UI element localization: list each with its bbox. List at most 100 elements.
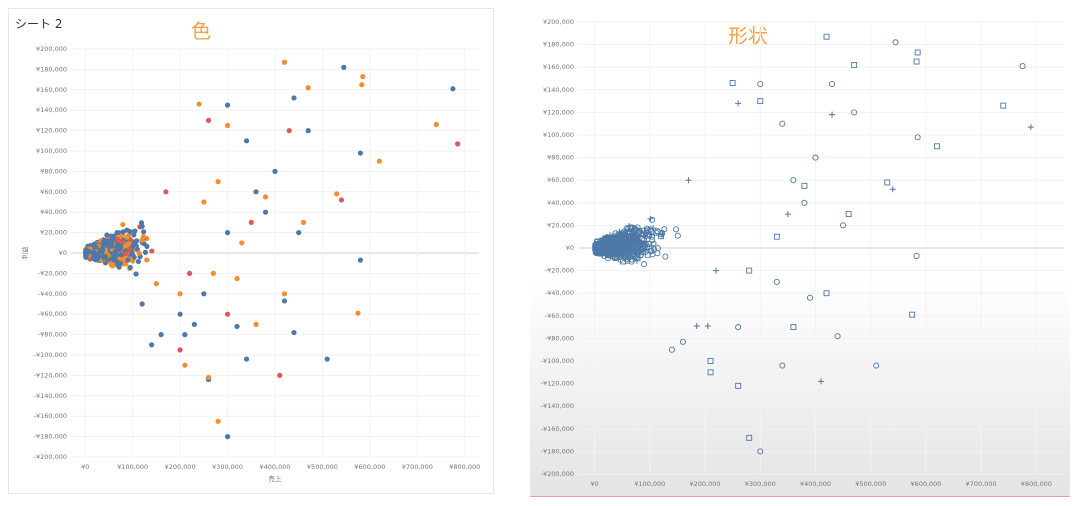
x-tick-label: ¥800,000 (449, 463, 480, 471)
data-point (253, 321, 259, 327)
shape-scatter-plot: ¥200,000 ¥180,000 ¥160,000 ¥140,000 ¥120,000… (541, 18, 1064, 488)
data-point-cross (685, 177, 692, 184)
y-tick-label: ¥160,000 (543, 63, 574, 71)
data-point (645, 232, 652, 239)
data-point (93, 244, 99, 250)
data-point (124, 234, 130, 240)
data-point (177, 311, 183, 317)
data-point (83, 252, 90, 259)
data-point-circle (668, 346, 675, 353)
data-point-cross (889, 186, 896, 193)
data-point-cross (713, 267, 720, 274)
data-point-cross (784, 211, 791, 218)
data-point (305, 85, 311, 91)
data-point-circle (914, 134, 921, 141)
y-tick-label: ¥200,000 (36, 45, 67, 53)
data-point (662, 253, 669, 260)
y-tick-label: -¥100,000 (541, 357, 574, 365)
data-point-circle (679, 338, 686, 345)
data-point-circle (892, 39, 899, 46)
data-point (243, 356, 250, 362)
data-point (643, 225, 650, 232)
data-point-square (909, 311, 916, 318)
x-tick-label: ¥500,000 (855, 480, 886, 488)
data-point (625, 228, 632, 235)
x-tick-label: ¥300,000 (745, 480, 776, 488)
y-tick-label: -¥80,000 (545, 334, 574, 342)
data-point-circle (790, 177, 797, 184)
data-point (450, 86, 456, 92)
data-point (613, 254, 620, 262)
data-point-square (707, 369, 714, 376)
data-point (120, 221, 126, 228)
data-point-circle (828, 81, 836, 88)
data-point (129, 250, 135, 257)
y-tick-label: -¥160,000 (34, 412, 67, 420)
shape-label: 形状 (728, 24, 768, 48)
data-point-circle (834, 333, 841, 340)
x-tick-label: ¥800,000 (1021, 480, 1052, 488)
data-point (359, 82, 365, 88)
data-point (149, 342, 155, 348)
data-point (224, 122, 231, 129)
y-axis-title: 利益 (20, 246, 29, 260)
data-point (659, 229, 666, 237)
y-tick-label: ¥100,000 (543, 131, 574, 139)
data-point (115, 237, 121, 243)
data-point-square (823, 290, 830, 297)
data-point (360, 73, 366, 80)
x-tick-label: ¥500,000 (307, 463, 338, 471)
data-point (341, 64, 347, 70)
y-tick-label: ¥20,000 (547, 221, 574, 229)
data-point-circle (779, 120, 786, 127)
y-tick-label: ¥100,000 (36, 147, 67, 155)
data-point (355, 310, 361, 316)
data-point (300, 219, 307, 225)
data-point-square (746, 267, 753, 274)
data-point-circle (913, 252, 920, 259)
data-point (114, 259, 120, 265)
data-point (182, 362, 188, 368)
data-point (144, 257, 150, 263)
data-point-square (790, 324, 797, 331)
y-tick-label: ¥40,000 (40, 208, 67, 216)
y-tick-label: ¥0 (59, 249, 67, 257)
y-tick-label: ¥120,000 (36, 127, 67, 135)
x-tick-label: ¥0 (81, 463, 89, 471)
color-label: 色 (191, 19, 211, 43)
data-point-cross (735, 100, 742, 107)
data-point-circle (735, 324, 742, 331)
data-point (239, 240, 245, 246)
data-point (177, 291, 183, 297)
y-tick-label: ¥80,000 (547, 154, 574, 162)
data-point (625, 223, 632, 230)
y-tick-label: -¥120,000 (541, 380, 574, 388)
y-tick-label: ¥180,000 (543, 41, 574, 49)
data-point-circle (1019, 63, 1026, 70)
y-tick-label: -¥60,000 (545, 312, 574, 320)
data-point (177, 347, 183, 353)
y-tick-label: ¥180,000 (36, 65, 67, 73)
data-point (647, 215, 654, 222)
data-point-square (1000, 102, 1007, 109)
data-point (281, 59, 288, 65)
x-tick-label: ¥700,000 (966, 480, 997, 488)
data-point-square (801, 182, 808, 189)
x-tick-label: ¥200,000 (165, 463, 196, 471)
data-point-square (913, 58, 920, 65)
y-tick-label: ¥160,000 (36, 86, 67, 94)
data-point-circle (757, 448, 764, 455)
data-point (286, 128, 292, 134)
x-axis-title: 売上 (269, 474, 283, 483)
data-point (153, 281, 159, 287)
data-point-square (851, 61, 858, 68)
data-point (622, 251, 629, 258)
data-point (616, 228, 623, 235)
y-tick-label: -¥20,000 (545, 267, 574, 275)
data-point (324, 356, 330, 362)
data-point (594, 238, 601, 245)
data-point (653, 229, 660, 236)
data-point (182, 332, 188, 338)
data-point (262, 209, 269, 215)
data-point-square (884, 179, 891, 186)
